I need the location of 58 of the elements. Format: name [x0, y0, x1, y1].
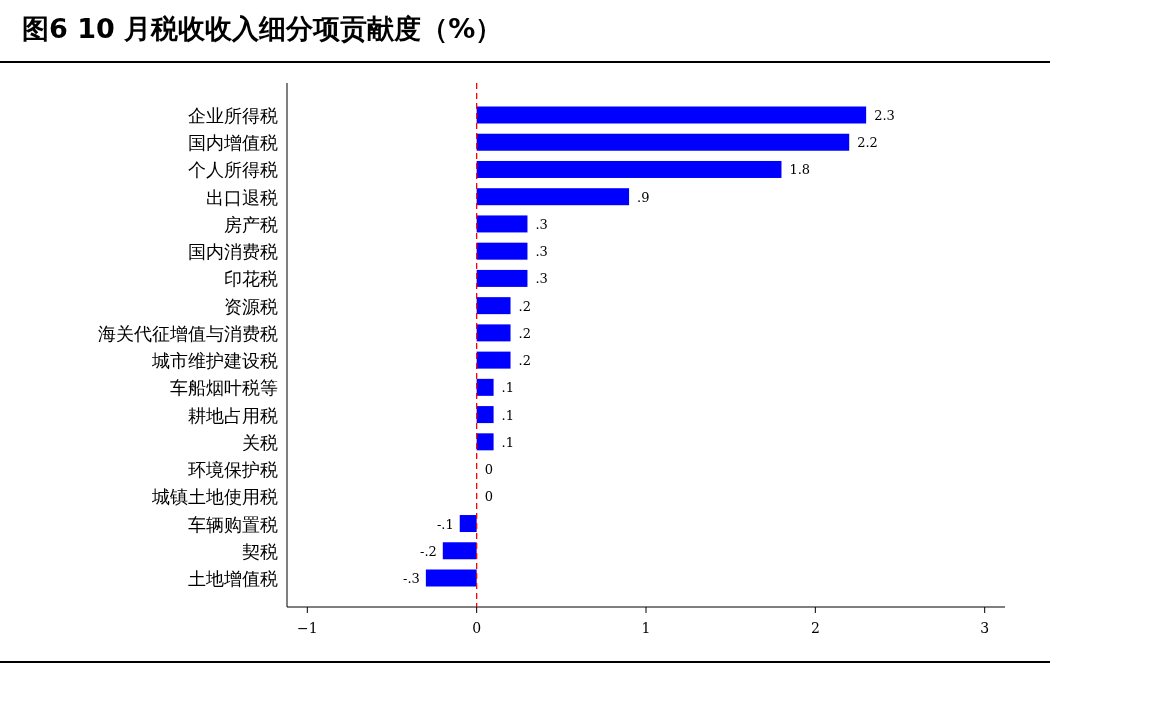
- bar: [476, 297, 511, 315]
- y-tick-label: 出口退税: [206, 186, 278, 208]
- data-label: 2.2: [857, 135, 878, 151]
- data-label: .1: [501, 380, 514, 396]
- bar: [476, 188, 630, 206]
- data-label: .3: [535, 271, 548, 287]
- y-tick-label: 资源税: [224, 295, 278, 317]
- data-label: .3: [535, 216, 548, 232]
- bar: [476, 378, 494, 396]
- y-tick-label: 车船烟叶税等: [170, 377, 278, 399]
- data-label: .3: [535, 244, 548, 260]
- y-tick-label: 契税: [242, 540, 278, 562]
- bar: [442, 542, 477, 560]
- y-tick-label: 海关代征增值与消费税: [98, 322, 278, 344]
- bar: [476, 324, 511, 342]
- y-tick-label: 关税: [242, 431, 278, 453]
- y-tick-label: 国内增值税: [188, 132, 278, 154]
- y-tick-label: 耕地占用税: [188, 404, 278, 426]
- y-tick-label: 土地增值税: [188, 568, 278, 589]
- x-tick-label: −1: [297, 620, 318, 636]
- bar: [476, 133, 850, 151]
- y-tick-label: 印花税: [224, 268, 278, 290]
- bar: [459, 515, 477, 533]
- data-label: -.1: [436, 516, 454, 532]
- data-label: .2: [518, 298, 531, 314]
- y-tick-label: 城镇土地使用税: [151, 486, 278, 508]
- chart-title: 图6 10 月税收收入细分项贡献度（%）: [22, 13, 503, 44]
- bar: [425, 569, 477, 587]
- bar: [476, 269, 528, 287]
- y-tick-label: 企业所得税: [188, 105, 278, 126]
- bar: [476, 433, 494, 451]
- data-label: 0: [484, 489, 493, 505]
- bar: [476, 160, 782, 178]
- y-tick-label: 车辆购置税: [188, 513, 278, 535]
- y-tick-label: 环境保护税: [188, 459, 278, 481]
- y-tick-label: 个人所得税: [188, 159, 278, 181]
- data-label: .2: [518, 353, 531, 369]
- data-label: 0: [484, 462, 493, 478]
- data-label: -.2: [420, 543, 437, 559]
- data-label: .9: [637, 189, 650, 205]
- data-label: .1: [501, 434, 514, 450]
- bar: [476, 351, 511, 369]
- data-label: 1.8: [789, 162, 811, 178]
- x-tick-label: 0: [472, 620, 482, 636]
- data-label: .2: [518, 325, 531, 341]
- data-label: -.3: [403, 571, 420, 586]
- bar: [476, 106, 867, 124]
- data-label: 2.3: [874, 108, 895, 123]
- data-label: .1: [501, 407, 514, 423]
- bar: [476, 215, 528, 233]
- bar: [476, 406, 494, 424]
- x-tick-label: 1: [641, 620, 651, 636]
- x-tick-label: 2: [810, 620, 820, 636]
- y-tick-label: 城市维护建设税: [151, 350, 278, 372]
- y-tick-label: 国内消费税: [188, 241, 278, 263]
- y-tick-label: 房产税: [224, 213, 278, 235]
- bar: [476, 242, 528, 260]
- x-tick-label: 3: [980, 620, 990, 636]
